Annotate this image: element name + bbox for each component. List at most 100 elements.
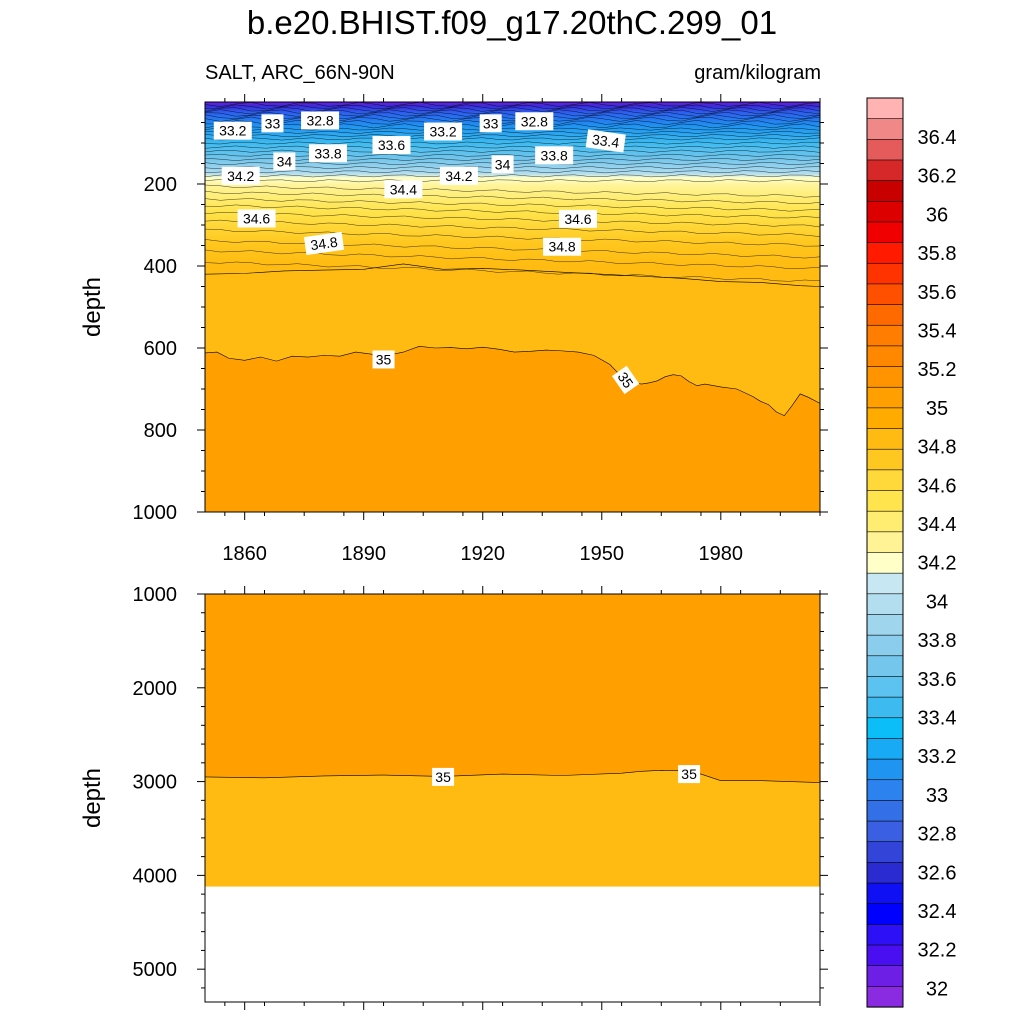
colorbar-box [866, 469, 904, 492]
contour-label-bg [372, 136, 411, 155]
contour-label-bg [303, 231, 345, 256]
contour-line [204, 212, 821, 228]
contour-label-bg [535, 146, 574, 165]
contour-label-text: 33.8 [314, 145, 341, 161]
colorbar-box [866, 614, 904, 636]
contour-label: 33.4 [585, 129, 626, 153]
colorbar-box [866, 944, 904, 967]
colorbar-box [866, 510, 904, 533]
colorbar-box [866, 924, 904, 946]
y-tick-label: 1000 [133, 502, 178, 524]
contour-label-text: 33.4 [591, 131, 620, 151]
contour-label: 34.8 [543, 237, 582, 256]
contour-line [204, 134, 821, 138]
fill-34-9-region [205, 770, 820, 887]
contour-label-text: 33.2 [219, 123, 246, 139]
colorbar-box [866, 448, 904, 471]
contour-line [204, 204, 821, 219]
contour-line [204, 190, 821, 205]
colorbar-label: 35.6 [918, 282, 957, 304]
contour-line [204, 104, 821, 110]
colorbar-label: 33.4 [918, 708, 957, 730]
colorbar-label: 33.2 [918, 746, 957, 768]
colorbar-box [866, 862, 904, 884]
contour-label: 34 [491, 155, 514, 174]
y-axis-title: depth [79, 277, 106, 337]
colorbar-box [866, 428, 904, 450]
contour-label-text: 34.4 [390, 181, 417, 197]
colorbar-box [866, 552, 904, 574]
contour-label-bg [273, 152, 296, 171]
colorbar-box [866, 655, 904, 678]
contour-label-bg [372, 350, 395, 369]
contour-label: 33 [261, 114, 284, 133]
contour-label-bg [439, 166, 478, 185]
colorbar-box [866, 200, 904, 223]
contour-line [204, 153, 821, 157]
colorbar-label: 34.6 [918, 475, 957, 497]
contour-label: 33.2 [213, 121, 252, 140]
colorbar-box [866, 490, 904, 512]
colorbar-box [866, 118, 904, 140]
colorbar-box [866, 221, 904, 244]
contour-line [204, 102, 821, 107]
contour-35-line [204, 346, 821, 417]
colorbar-box [866, 304, 904, 326]
contour-34-8-line [204, 263, 821, 287]
contour-label-text: 34 [495, 156, 511, 172]
contour-35-line [204, 770, 821, 783]
contour-line [204, 261, 821, 282]
contour-line [204, 106, 821, 112]
contour-label-bg [491, 155, 514, 174]
contour-line [204, 127, 821, 131]
contour-label-bg [221, 166, 260, 185]
colorbar-box [866, 820, 904, 843]
contour-label-text: 33 [265, 115, 281, 131]
colorbar-label: 35 [926, 398, 948, 420]
colorbar-box [866, 634, 904, 657]
contour-label: 34.6 [558, 209, 597, 228]
colorbar-label: 32.8 [918, 824, 957, 846]
colorbar-box [866, 345, 904, 368]
contour-label: 35 [611, 365, 640, 395]
x-tick-label: 1980 [699, 543, 744, 565]
fill-35-region [205, 346, 820, 512]
contour-line [204, 145, 821, 149]
contour-label: 33.8 [309, 144, 347, 163]
colorbar-box [866, 531, 904, 554]
colorbar-label: 32.4 [918, 901, 957, 923]
contour-label: 33.6 [372, 136, 411, 155]
contour-label-bg [261, 114, 284, 133]
contour-label-text: 34.6 [564, 211, 591, 227]
colorbar-box [866, 283, 904, 306]
colorbar-box [866, 800, 904, 822]
colorbar-box [866, 882, 904, 905]
contour-label: 34.2 [221, 166, 260, 185]
contour-label-bg [424, 122, 463, 141]
units-label: gram/kilogram [694, 62, 821, 84]
contour-label-bg [384, 180, 423, 199]
contour-label-bg [301, 111, 340, 130]
contour-label-bg [543, 237, 582, 256]
contour-line [204, 198, 821, 212]
contour-label-text: 33.6 [378, 137, 405, 153]
contour-label-text: 33 [483, 115, 499, 131]
colorbar-box [866, 97, 904, 120]
contour-label-bg [611, 365, 640, 395]
colorbar-label: 34.4 [918, 514, 957, 536]
contour-label-text: 34.8 [548, 239, 575, 255]
contour-label: 34.6 [237, 209, 276, 228]
contour-label-text: 33.8 [541, 147, 568, 163]
contour-label: 34 [273, 152, 296, 171]
contour-label-text: 35 [681, 766, 697, 782]
contour-label-bg [479, 114, 502, 133]
contour-label: 34.2 [439, 166, 478, 185]
contour-label-text: 32.8 [306, 112, 333, 128]
colorbar-box [866, 366, 904, 388]
contour-label: 33.8 [535, 146, 574, 165]
contour-label-text: 35 [376, 351, 392, 367]
upper-panel: 200 400 600 800 1000 1860 1890 1920 1950 1980 dept… [79, 94, 828, 565]
y-tick-label: 3000 [133, 772, 178, 794]
contour-line [204, 184, 821, 198]
colorbar-box [866, 572, 904, 595]
